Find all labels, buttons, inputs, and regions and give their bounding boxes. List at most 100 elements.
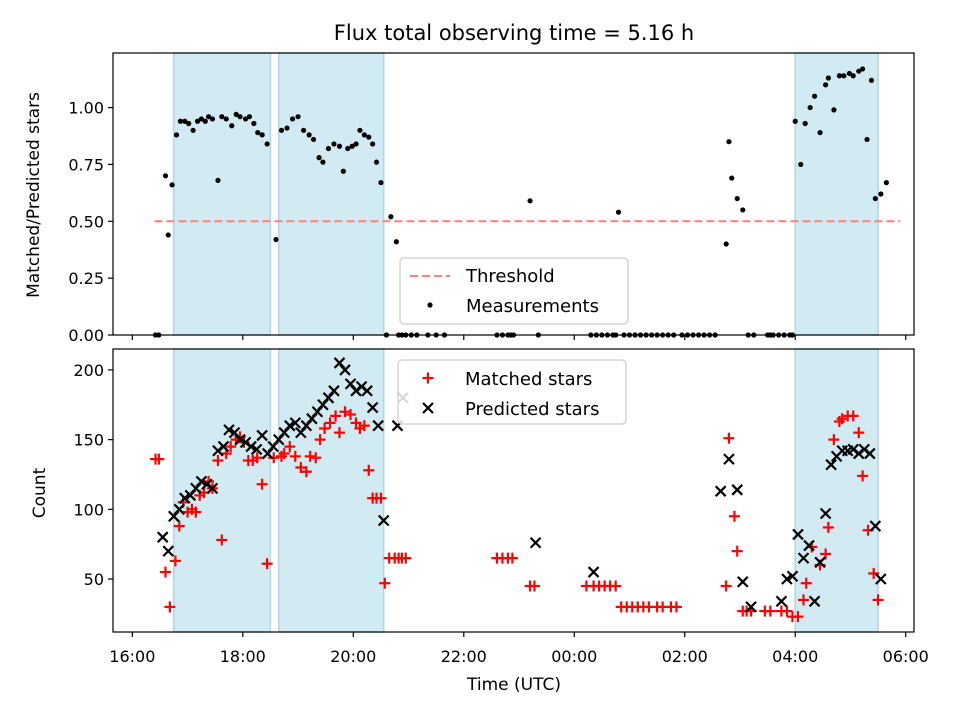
measurement-point — [792, 118, 798, 124]
matched-star-point — [375, 492, 387, 504]
measurement-point — [370, 141, 376, 147]
measurement-point — [807, 104, 813, 111]
y-tick-label: 200 — [73, 361, 104, 380]
predicted-star-point — [792, 528, 804, 541]
predicted-star-point — [289, 417, 302, 429]
matched-star-point — [506, 552, 518, 564]
y-tick-label: 100 — [73, 500, 104, 519]
measurement-point — [284, 125, 290, 131]
measurement-point — [233, 111, 239, 118]
matched-star-point — [822, 521, 834, 533]
measurement-point — [310, 136, 317, 143]
ratio-axes-frame — [112, 52, 915, 336]
legend-matched-swatch — [422, 372, 434, 384]
legend-measurements-swatch — [427, 302, 433, 308]
matched-star-point — [358, 420, 370, 432]
measurement-point — [831, 107, 837, 113]
measurement-point — [883, 180, 889, 186]
matched-star-point — [363, 464, 375, 476]
measurement-point — [264, 141, 270, 147]
y-tick-label: 0.00 — [68, 326, 104, 345]
predicted-star-point — [781, 573, 793, 585]
measurement-point — [734, 195, 740, 202]
x-tick-label: 22:00 — [441, 647, 487, 666]
measurement-point — [850, 73, 856, 79]
measurement-point — [878, 191, 884, 197]
measurement-point — [860, 66, 866, 72]
measurement-point — [378, 180, 384, 186]
matched-star-point — [330, 410, 342, 422]
predicted-star-point — [372, 419, 384, 432]
count-axes-frame — [112, 348, 915, 633]
matched-star-point — [350, 417, 362, 429]
predicted-star-point — [736, 576, 749, 588]
measurement-point — [300, 127, 307, 133]
ratio-panel: 0.00 0.25 0.50 0.75 1.00 Threshold Measurement… — [68, 52, 915, 345]
predicted-star-point — [819, 507, 832, 520]
measurement-point — [817, 129, 823, 136]
predicted-star-point — [723, 453, 735, 465]
matched-star-point — [868, 567, 880, 579]
measurement-point — [846, 70, 852, 77]
matched-star-point — [836, 413, 848, 425]
measurement-point — [798, 161, 804, 168]
ratio-shaded-region — [794, 52, 879, 336]
matched-star-point — [310, 452, 322, 464]
matched-star-point — [400, 552, 412, 564]
predicted-star-point — [361, 385, 373, 397]
measurement-point — [825, 75, 831, 81]
y-tick-label: 0.75 — [68, 155, 104, 174]
measurement-point — [366, 134, 372, 140]
measurement-point — [726, 139, 732, 145]
predicted-star-point — [156, 531, 169, 543]
legend-count: Matched stars Predicted stars — [397, 359, 627, 425]
predicted-star-point — [162, 545, 175, 557]
legend-matched-label: Matched stars — [465, 369, 592, 390]
predicted-star-point — [731, 484, 744, 496]
matched-star-point — [159, 566, 171, 578]
predicted-star-point — [217, 440, 230, 453]
predicted-star-point — [366, 401, 379, 414]
matched-star-point — [324, 417, 336, 429]
predicted-star-point — [864, 447, 876, 460]
predicted-star-point — [587, 566, 600, 578]
predicted-star-point — [797, 552, 810, 564]
chart-title: Flux total observing time = 5.16 h — [334, 21, 694, 45]
count-shaded-region — [173, 348, 272, 633]
predicted-star-point — [339, 364, 351, 376]
matched-star-point — [339, 406, 351, 418]
matched-star-point — [853, 427, 865, 439]
legend-threshold-label: Threshold — [465, 266, 555, 287]
y-tick-label: 0.25 — [68, 269, 104, 288]
measurement-point — [165, 232, 171, 238]
measurement-point — [246, 114, 253, 120]
legend-measurements-label: Measurements — [466, 296, 599, 317]
measurement-point — [295, 114, 301, 120]
matched-star-point — [728, 510, 740, 522]
matched-star-point — [304, 450, 316, 462]
matched-star-point — [261, 558, 273, 570]
measurement-point — [251, 120, 257, 127]
measurement-point — [729, 175, 735, 181]
matched-star-point — [256, 478, 268, 490]
matched-star-point — [781, 605, 793, 617]
predicted-star-point — [328, 385, 340, 397]
matched-star-point — [278, 448, 290, 460]
matched-star-point — [764, 605, 776, 617]
matched-star-point — [284, 441, 296, 453]
measurement-point — [615, 209, 622, 215]
matched-star-point — [820, 548, 832, 560]
measurement-point — [169, 182, 175, 188]
x-tick-label: 16:00 — [109, 647, 155, 666]
measurement-point — [289, 116, 296, 122]
measurement-point — [388, 214, 394, 220]
matched-star-point — [164, 601, 176, 613]
matched-star-point — [798, 594, 810, 606]
matched-star-point — [379, 577, 391, 589]
measurement-point — [345, 145, 351, 152]
matched-star-point — [828, 434, 840, 446]
measurement-point — [872, 195, 878, 202]
predicted-star-point — [786, 570, 799, 583]
predicted-star-point — [869, 520, 882, 532]
predicted-star-point — [775, 595, 788, 608]
